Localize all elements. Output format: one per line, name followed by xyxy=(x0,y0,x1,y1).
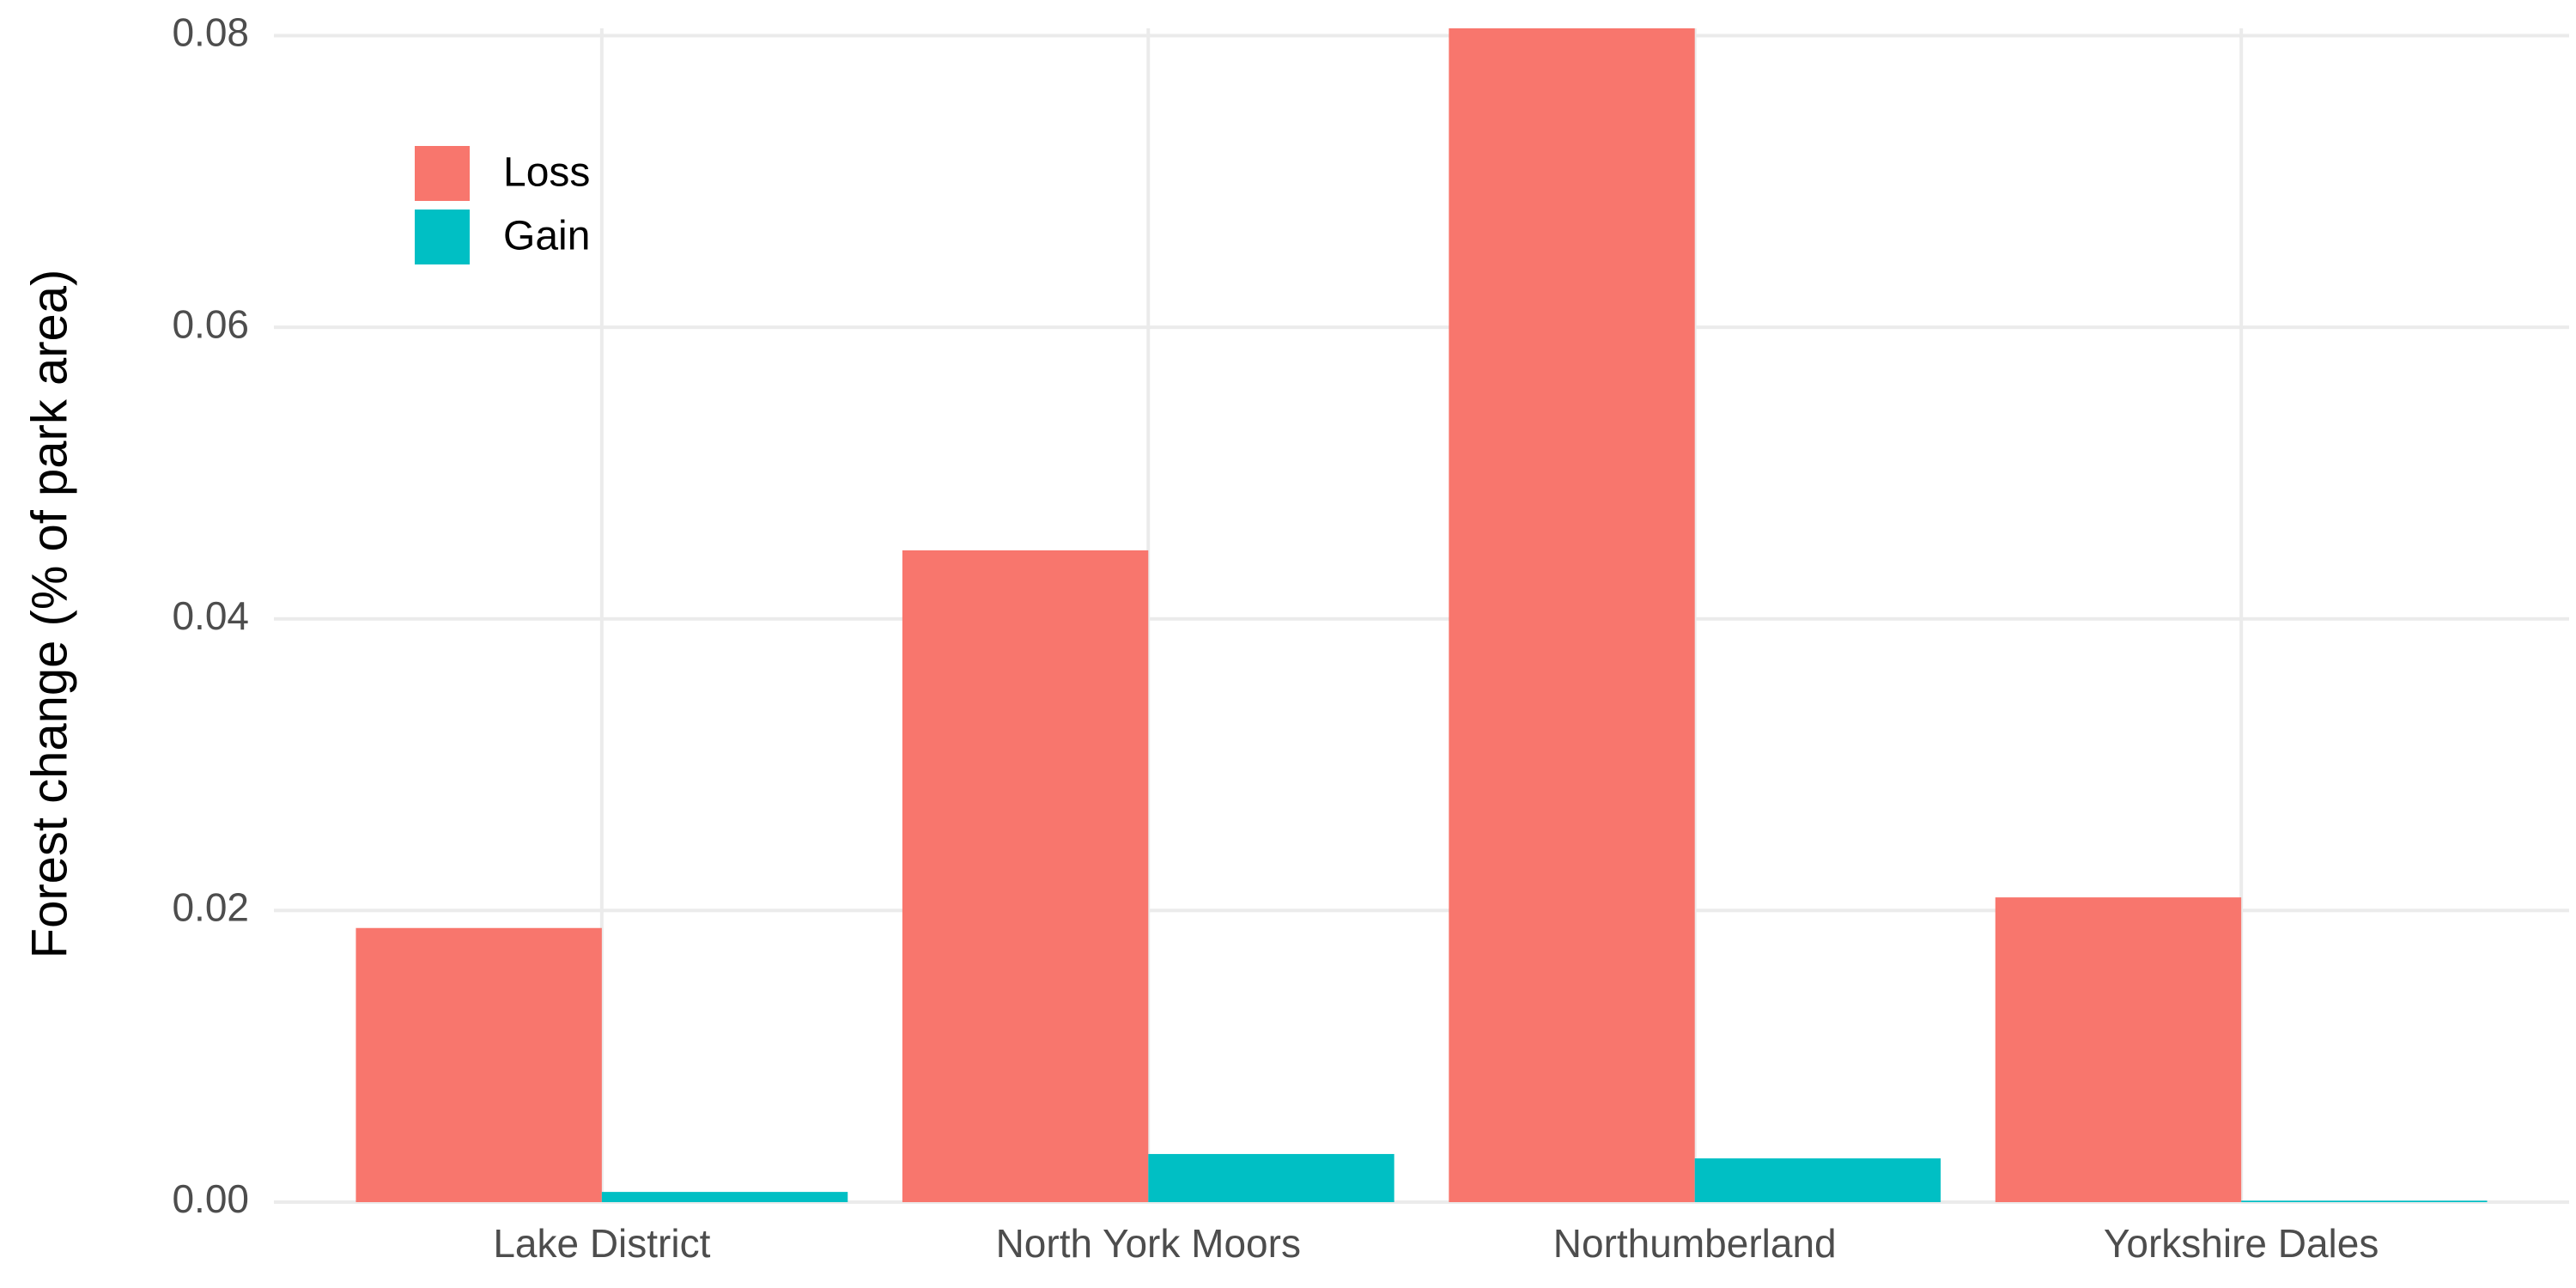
y-tick-label: 0.02 xyxy=(172,885,249,930)
legend-label: Loss xyxy=(503,150,590,196)
legend-key xyxy=(415,210,470,264)
bar xyxy=(902,550,1149,1202)
bar xyxy=(1148,1153,1394,1202)
x-tick-label: Lake District xyxy=(493,1221,710,1266)
y-tick-label: 0.04 xyxy=(172,593,249,638)
bar xyxy=(2241,1200,2488,1202)
y-axis-title: Forest change (% of park area) xyxy=(21,270,77,959)
bar xyxy=(355,927,602,1202)
grid xyxy=(274,28,2569,1204)
x-tick-label: Yorkshire Dales xyxy=(2104,1221,2379,1266)
y-tick-label: 0.06 xyxy=(172,301,249,346)
x-tick-label: North York Moors xyxy=(996,1221,1301,1266)
y-tick-label: 0.08 xyxy=(172,10,249,55)
bar xyxy=(1694,1158,1941,1202)
bar xyxy=(1995,897,2242,1202)
bar xyxy=(601,1192,848,1202)
x-tick-label: Northumberland xyxy=(1553,1221,1837,1266)
y-tick-label: 0.00 xyxy=(172,1176,249,1221)
legend-label: Gain xyxy=(503,214,590,259)
legend-key xyxy=(415,146,470,201)
bar xyxy=(1449,28,1695,1202)
